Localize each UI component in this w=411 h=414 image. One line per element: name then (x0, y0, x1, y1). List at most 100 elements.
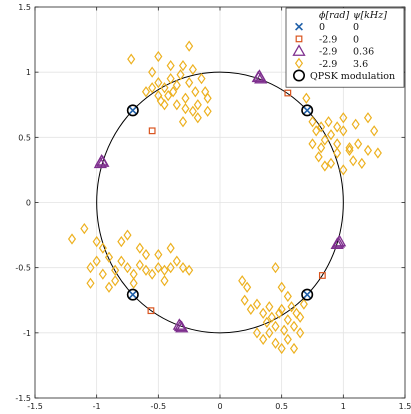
diamond-point (271, 320, 280, 332)
diamond-point (312, 125, 321, 137)
diamond-point (292, 307, 301, 319)
legend-phi-value: 0 (319, 22, 325, 33)
diamond-point (333, 121, 342, 133)
legend-marker-square (295, 35, 303, 43)
diamond-point (326, 129, 336, 141)
diamond-point (345, 142, 354, 154)
legend-box (285, 7, 405, 88)
square-point (318, 272, 326, 279)
legend-psi-value: 0 (353, 34, 359, 45)
circle-point (301, 104, 314, 117)
diamond-point (86, 262, 95, 274)
diamond-point (339, 112, 348, 124)
marker-stroke (303, 106, 312, 115)
y-tick-label: 0 (26, 199, 31, 208)
diamond-point (148, 268, 157, 280)
series-circle (126, 104, 314, 301)
diamond-point (111, 275, 120, 287)
diamond-point (351, 118, 360, 130)
diamond-point (169, 86, 178, 98)
legend-marker-diamond (294, 57, 304, 69)
triangle-point (172, 318, 186, 330)
diamond-point (308, 138, 317, 150)
diamond-point (111, 264, 120, 276)
diamond-point (320, 160, 329, 172)
y-tick-label: -1.5 (15, 394, 31, 403)
marker-stroke (128, 106, 137, 115)
legend-psi-value: 0.36 (353, 47, 374, 58)
diamond-point (123, 262, 132, 274)
diamond-point (178, 60, 188, 72)
diamond-point (289, 320, 299, 332)
diamond-point (193, 99, 202, 111)
diamond-point (265, 301, 274, 313)
diamond-point (123, 229, 132, 241)
axes: -1.5 -1 -0.5 0 0.5 1 1.5 -1.5 -1 -0.5 0 0.5 1 1.5 (15, 3, 411, 411)
diamond-point (185, 264, 194, 276)
diamond-point (135, 259, 144, 271)
series-diamond (67, 40, 382, 355)
diamond-point (188, 63, 197, 76)
diamond-point (166, 242, 175, 254)
diamond-point (339, 164, 348, 176)
diamond-point (141, 264, 151, 276)
legend-psi-value: 3.6 (353, 59, 368, 70)
diamond-point (92, 235, 101, 248)
x-tick-label: 1.5 (399, 402, 411, 411)
diamond-point (154, 249, 163, 261)
diamond-point (160, 275, 169, 287)
diamond-point (185, 40, 194, 52)
triangle-point (330, 237, 344, 249)
diamond-point (156, 95, 165, 107)
diamond-point (117, 235, 126, 248)
diamond-point (178, 116, 188, 128)
diamond-point (289, 342, 299, 355)
diamond-point (154, 50, 163, 63)
diamond-point (363, 144, 373, 156)
x-point (303, 106, 312, 115)
square-point (284, 89, 292, 97)
diamond-point (129, 277, 138, 289)
x-tick-label: -1.5 (27, 402, 43, 411)
diamond-point (203, 105, 212, 117)
diamond-point (354, 138, 363, 150)
y-tick-label: 1.5 (18, 3, 31, 12)
circle-point (126, 288, 139, 301)
diamond-point (243, 281, 252, 293)
unit-circle (96, 71, 344, 334)
diamond-point (287, 301, 296, 313)
unit-circle-line (96, 71, 344, 334)
marker-stroke (128, 290, 137, 299)
square-point (148, 127, 156, 135)
diamond-point (320, 134, 329, 146)
diamond-point (188, 105, 197, 117)
legend-psi-value: 0 (353, 22, 359, 33)
legend-phi-value: -2.9 (319, 34, 337, 45)
diamond-point (154, 76, 163, 89)
diamond-point (160, 264, 169, 276)
diamond-point (275, 307, 284, 319)
diamond-point (317, 142, 326, 154)
series-x (128, 106, 312, 299)
diamond-point (67, 233, 77, 245)
diamond-point (141, 86, 151, 98)
y-tick-label: 1 (26, 68, 31, 77)
marker-stroke (295, 22, 303, 31)
diamond-point (135, 242, 144, 254)
diamond-point (259, 307, 268, 319)
diamond-point (308, 116, 317, 128)
triangle-point (333, 234, 347, 247)
legend-marker-triangle (292, 44, 306, 56)
diamond-point (333, 147, 342, 159)
x-tick-label: -0.5 (151, 402, 167, 411)
diamond-point (349, 155, 358, 167)
diamond-point (283, 290, 292, 302)
diamond-point (238, 275, 247, 287)
diamond-point (262, 316, 271, 329)
diamond-point (345, 144, 354, 156)
legend-marker-circle (292, 69, 305, 82)
diamond-point (271, 262, 280, 274)
diamond-point (181, 92, 190, 104)
